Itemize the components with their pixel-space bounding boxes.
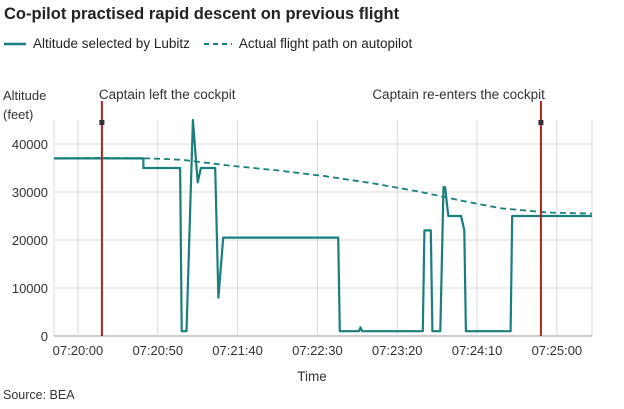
series-selected-altitude — [54, 118, 592, 333]
legend-item-actual: Actual flight path on autopilot — [203, 36, 413, 51]
series-lines — [53, 118, 593, 333]
series-actual-flight-path — [53, 157, 593, 215]
source-note: Source: BEA — [3, 388, 75, 402]
y-tick-label: 30000 — [12, 185, 48, 200]
x-tick-label: 07:24:10 — [452, 343, 503, 358]
legend-item-selected: Altitude selected by Lubitz — [4, 36, 190, 51]
grid-lines — [53, 120, 593, 337]
captain-marker-square — [99, 120, 105, 125]
captain-annotations: Captain left the cockpit Captain re-enter… — [99, 87, 545, 336]
y-axis-label-line2: (feet) — [3, 107, 33, 122]
x-tick-label: 07:22:30 — [292, 343, 343, 358]
x-axis-label: Time — [297, 369, 327, 384]
chart-title: Co-pilot practised rapid descent on prev… — [4, 5, 400, 23]
y-tick-label: 0 — [41, 329, 48, 344]
legend-swatch-solid — [4, 42, 26, 45]
y-tick-label: 10000 — [12, 281, 48, 296]
legend-label-selected: Altitude selected by Lubitz — [33, 36, 190, 51]
legend-label-actual: Actual flight path on autopilot — [238, 36, 413, 51]
y-tick-label: 40000 — [12, 137, 48, 152]
y-tick-label: 20000 — [12, 233, 48, 248]
x-tick-label: 07:25:00 — [532, 343, 583, 358]
x-tick-label: 07:20:00 — [53, 343, 104, 358]
x-tick-label: 07:20:50 — [132, 343, 183, 358]
legend: Altitude selected by Lubitz Actual fligh… — [4, 36, 426, 51]
x-tick-label: 07:21:40 — [212, 343, 263, 358]
captain-annotation-label: Captain left the cockpit — [99, 87, 236, 102]
captain-marker-square — [538, 120, 544, 125]
y-axis-label-line1: Altitude — [3, 88, 46, 103]
tick-labels: 0 10000 20000 30000 40000 07:20:00 07:20:50 07:… — [12, 137, 582, 358]
captain-annotation-label: Captain re-enters the cockpit — [372, 87, 545, 102]
x-tick-label: 07:23:20 — [372, 343, 423, 358]
axis-labels: Altitude (feet) Time — [3, 88, 327, 384]
legend-swatch-dashed — [203, 42, 232, 45]
